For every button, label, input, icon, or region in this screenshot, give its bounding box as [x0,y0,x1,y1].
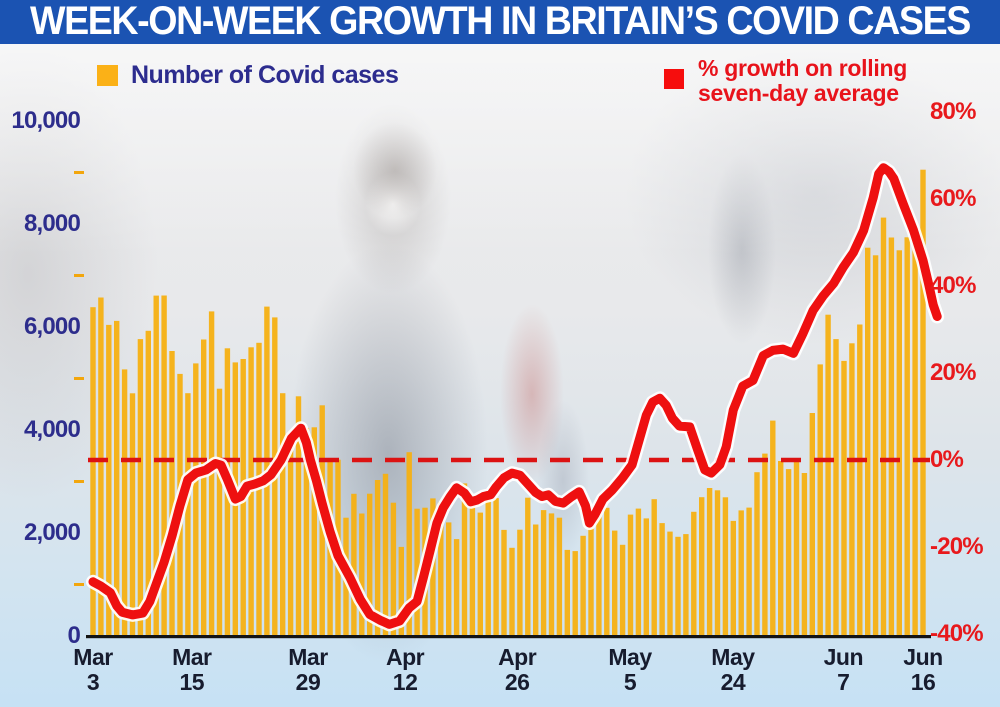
x-tick-month: May [608,644,652,670]
x-tick-month: Jun [903,644,943,670]
growth-swatch-icon [664,69,684,89]
x-axis-tick-mar3: Mar 3 [48,645,138,695]
x-tick-day: 29 [295,669,321,695]
x-tick-day: 26 [504,669,530,695]
left-axis-tick: 0 [67,622,80,649]
legend-growth: % growth on rolling seven-day average [664,56,907,106]
legend-growth-line2: seven-day average [698,80,899,106]
legend-growth-label: % growth on rolling seven-day average [698,56,907,106]
x-tick-month: Mar [288,644,328,670]
title-bar: WEEK-ON-WEEK GROWTH IN BRITAIN’S COVID C… [0,0,1000,44]
x-axis-tick-may5: May 5 [585,645,675,695]
x-tick-month: Apr [386,644,425,670]
legend-growth-line1: % growth on rolling [698,55,907,81]
x-axis-tick-mar29: Mar 29 [263,645,353,695]
x-tick-day: 24 [720,669,746,695]
right-axis-labels: 80% 60% 40% 20% 0% -20% -40% [930,0,1000,707]
x-axis-tick-mar15: Mar 15 [147,645,237,695]
x-tick-day: 3 [86,669,100,695]
right-axis-tick: 60% [930,185,976,212]
background-photo [0,44,1000,707]
x-tick-day: 5 [623,669,637,695]
legend-cases-label: Number of Covid cases [131,61,399,89]
x-axis-tick-apr12: Apr 12 [360,645,450,695]
x-axis-tick-may24: May 24 [688,645,778,695]
legend-cases: Number of Covid cases [97,61,399,90]
x-tick-day: 12 [392,669,418,695]
left-axis-tick: 8,000 [23,210,81,237]
x-tick-month: Mar [172,644,212,670]
x-tick-month: Mar [73,644,113,670]
x-axis-tick-jun16: Jun 16 [878,645,968,695]
left-axis-tick: 10,000 [11,107,80,134]
right-axis-tick: 20% [930,359,976,386]
x-axis-tick-jun7: Jun 7 [798,645,888,695]
left-axis-tick: 2,000 [23,519,81,546]
page-title: WEEK-ON-WEEK GROWTH IN BRITAIN’S COVID C… [30,0,971,43]
x-axis-tick-apr26: Apr 26 [472,645,562,695]
right-axis-tick: 80% [930,98,976,125]
cases-swatch-icon [97,65,118,86]
x-tick-day: 15 [179,669,205,695]
right-axis-tick: 0% [930,446,964,473]
x-tick-day: 16 [910,669,936,695]
left-axis-tick: 4,000 [23,416,81,443]
x-tick-month: May [711,644,755,670]
right-axis-tick: 40% [930,272,976,299]
x-tick-month: Jun [823,644,864,670]
right-axis-tick: -20% [930,533,984,560]
x-tick-day: 7 [837,669,850,695]
left-axis-labels: 10,000 8,000 6,000 4,000 2,000 0 [0,0,82,707]
left-axis-tick: 6,000 [23,313,81,340]
x-tick-month: Apr [498,644,537,670]
